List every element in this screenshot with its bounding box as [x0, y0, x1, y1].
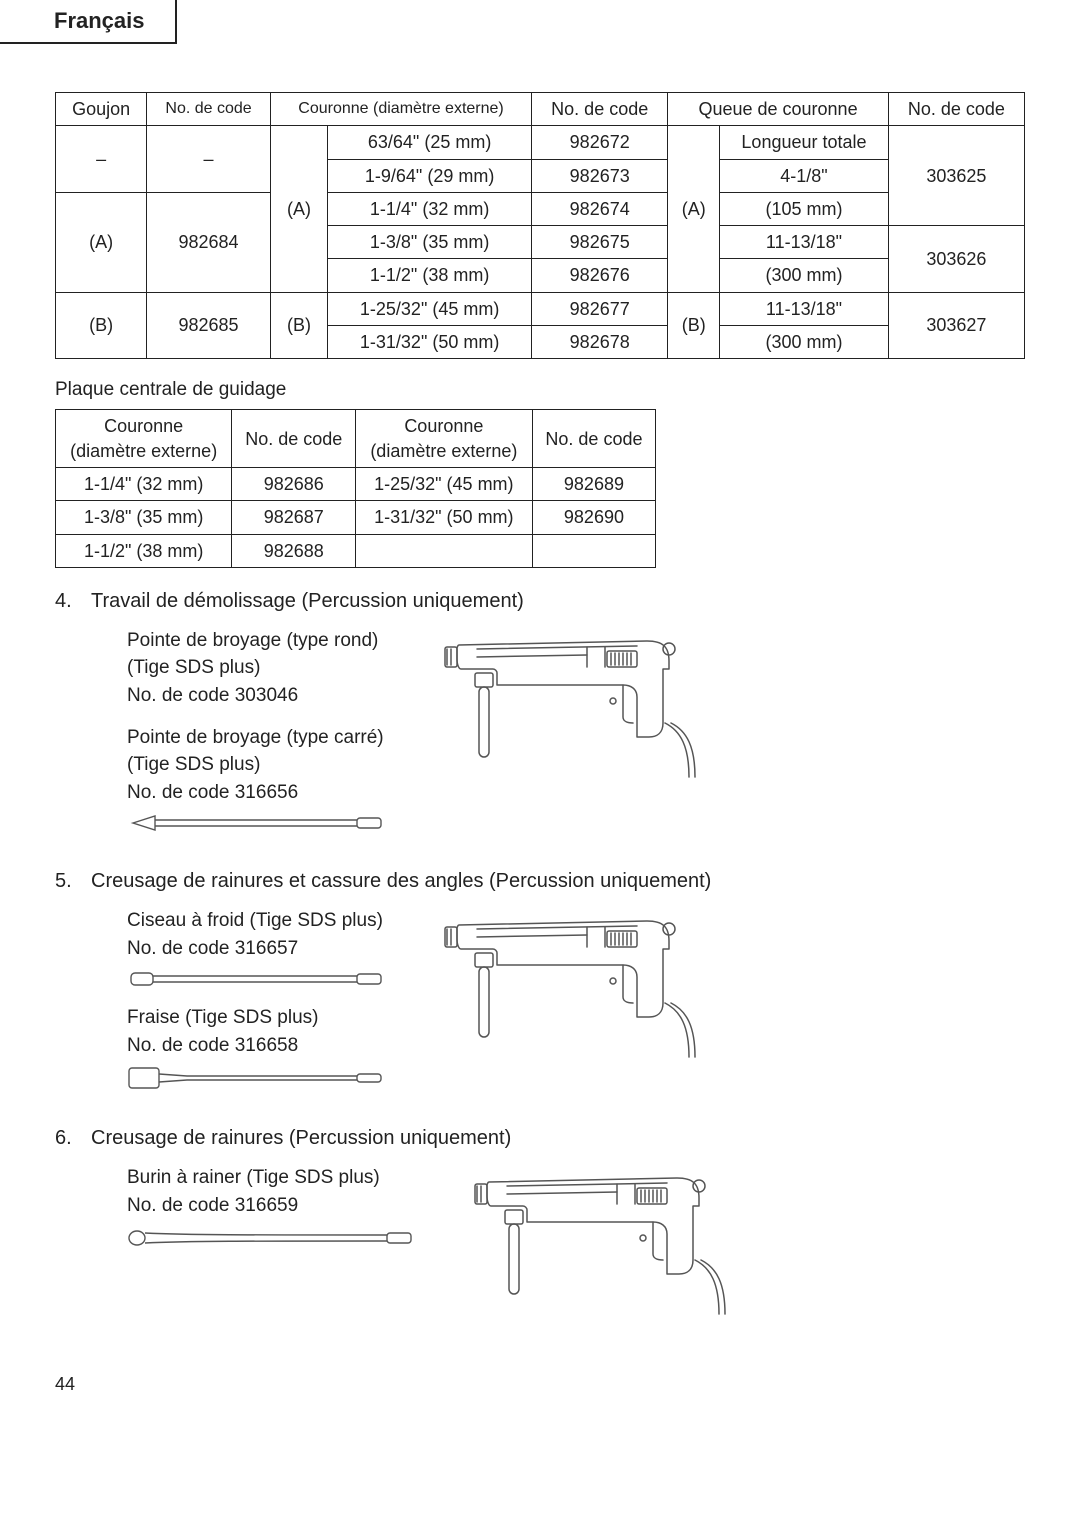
- table-row: 1-3/8" (35 mm) 982687 1-31/32" (50 mm) 9…: [56, 501, 656, 534]
- cell-c5c: 982676: [532, 259, 668, 292]
- cell-q2l1: 11-13/18": [720, 226, 889, 259]
- drill-illustration-icon: [467, 1164, 737, 1324]
- chisel-point-icon: [127, 812, 387, 834]
- hdr-couronne: Couronne (diamètre externe): [270, 93, 531, 126]
- t2h4: No. de code: [532, 410, 656, 468]
- cell-goujon1: –: [56, 126, 147, 193]
- table-row: – – (A) 63/64" (25 mm) 982672 (A) Longue…: [56, 126, 1025, 159]
- t2r2a: 1-3/8" (35 mm): [56, 501, 232, 534]
- cell-c4c: 982675: [532, 226, 668, 259]
- section6-text: Burin à rainer (Tige SDS plus) No. de co…: [55, 1164, 417, 1265]
- cell-q3l1: 11-13/18": [720, 292, 889, 325]
- section6-num: 6.: [55, 1127, 91, 1150]
- cell-qgrpA: (A): [668, 126, 720, 292]
- section4-title: Travail de démolissage (Percussion uniqu…: [91, 590, 524, 612]
- cell-code-g2: 982684: [147, 192, 271, 292]
- hdr-code1: No. de code: [147, 93, 271, 126]
- cell-qgrpB: (B): [668, 292, 720, 359]
- cell-goujon3: (B): [56, 292, 147, 359]
- t2r1b: 982686: [232, 467, 356, 500]
- hdr-code2: No. de code: [532, 93, 668, 126]
- section6-title: Creusage de rainures (Percussion uniquem…: [91, 1127, 511, 1149]
- cell-c1d: 63/64" (25 mm): [328, 126, 532, 159]
- cell-code-g1: –: [147, 126, 271, 193]
- cell-c2d: 1-9/64" (29 mm): [328, 159, 532, 192]
- cell-c7d: 1-31/32" (50 mm): [328, 326, 532, 359]
- t2h2: No. de code: [232, 410, 356, 468]
- section6-heading: 6.Creusage de rainures (Percussion uniqu…: [55, 1127, 1025, 1150]
- t2h1: Couronne (diamètre externe): [56, 410, 232, 468]
- drill-illustration-icon: [437, 907, 707, 1067]
- table-header-row: Goujon No. de code Couronne (diamètre ex…: [56, 93, 1025, 126]
- table-row: 1-1/4" (32 mm) 982686 1-25/32" (45 mm) 9…: [56, 467, 656, 500]
- cell-cgrpB: (B): [270, 292, 327, 359]
- cell-c7c: 982678: [532, 326, 668, 359]
- section5-text: Ciseau à froid (Tige SDS plus) No. de co…: [55, 907, 387, 1105]
- t2r3b: 982688: [232, 534, 356, 567]
- drill-illustration-icon: [437, 627, 707, 787]
- table-row: (B) 982685 (B) 1-25/32" (45 mm) 982677 (…: [56, 292, 1025, 325]
- table-header-row: Couronne (diamètre externe) No. de code …: [56, 410, 656, 468]
- cell-cgrpA: (A): [270, 126, 327, 292]
- s4-item2: Pointe de broyage (type carré) (Tige SDS…: [127, 724, 387, 835]
- cell-c3c: 982674: [532, 192, 668, 225]
- section4-heading: 4.Travail de démolissage (Percussion uni…: [55, 590, 1025, 613]
- cold-chisel-icon: [127, 968, 387, 990]
- cell-q1l1: Longueur totale: [720, 126, 889, 159]
- page-number: 44: [55, 1374, 1025, 1395]
- hdr-queue: Queue de couronne: [668, 93, 888, 126]
- cell-q1l2: 4-1/8": [720, 159, 889, 192]
- cell-c2c: 982673: [532, 159, 668, 192]
- groove-chisel-icon: [127, 1225, 417, 1251]
- t2r2d: 982690: [532, 501, 656, 534]
- cell-q1code: 303625: [888, 126, 1024, 226]
- t2r3a: 1-1/2" (38 mm): [56, 534, 232, 567]
- t2r1d: 982689: [532, 467, 656, 500]
- t2r2c: 1-31/32" (50 mm): [356, 501, 532, 534]
- table-row: 1-1/2" (38 mm) 982688: [56, 534, 656, 567]
- couronne-table: Goujon No. de code Couronne (diamètre ex…: [55, 92, 1025, 359]
- cell-c5d: 1-1/2" (38 mm): [328, 259, 532, 292]
- cell-goujon2: (A): [56, 192, 147, 292]
- cell-q1l3: (105 mm): [720, 192, 889, 225]
- plaque-table: Couronne (diamètre externe) No. de code …: [55, 409, 656, 567]
- t2r3c: [356, 534, 532, 567]
- table-row: (A) 982684 1-1/4" (32 mm) 982674 (105 mm…: [56, 192, 1025, 225]
- cell-code-g3: 982685: [147, 292, 271, 359]
- hdr-code3: No. de code: [888, 93, 1024, 126]
- scaling-chisel-icon: [127, 1065, 387, 1091]
- section4-text: Pointe de broyage (type rond) (Tige SDS …: [55, 627, 387, 848]
- cell-c4d: 1-3/8" (35 mm): [328, 226, 532, 259]
- s5-item1: Ciseau à froid (Tige SDS plus) No. de co…: [127, 907, 387, 990]
- cell-c6c: 982677: [532, 292, 668, 325]
- t2r1c: 1-25/32" (45 mm): [356, 467, 532, 500]
- section5-num: 5.: [55, 870, 91, 893]
- t2r1a: 1-1/4" (32 mm): [56, 467, 232, 500]
- cell-q3l2: (300 mm): [720, 326, 889, 359]
- t2r2b: 982687: [232, 501, 356, 534]
- section5-title: Creusage de rainures et cassure des angl…: [91, 870, 711, 892]
- cell-q2code: 303626: [888, 226, 1024, 293]
- cell-q3code: 303627: [888, 292, 1024, 359]
- cell-c3d: 1-1/4" (32 mm): [328, 192, 532, 225]
- cell-c6d: 1-25/32" (45 mm): [328, 292, 532, 325]
- subtitle-plaque: Plaque centrale de guidage: [55, 379, 1025, 401]
- t2h3: Couronne (diamètre externe): [356, 410, 532, 468]
- language-label: Français: [0, 8, 145, 33]
- s5-item2: Fraise (Tige SDS plus) No. de code 31665…: [127, 1004, 387, 1091]
- section4-num: 4.: [55, 590, 91, 613]
- s4-item1: Pointe de broyage (type rond) (Tige SDS …: [127, 627, 387, 710]
- cell-c1c: 982672: [532, 126, 668, 159]
- section5-heading: 5.Creusage de rainures et cassure des an…: [55, 870, 1025, 893]
- s6-item1: Burin à rainer (Tige SDS plus) No. de co…: [127, 1164, 417, 1251]
- t2r3d: [532, 534, 656, 567]
- cell-q2l2: (300 mm): [720, 259, 889, 292]
- hdr-goujon: Goujon: [56, 93, 147, 126]
- language-header: Français: [0, 0, 177, 44]
